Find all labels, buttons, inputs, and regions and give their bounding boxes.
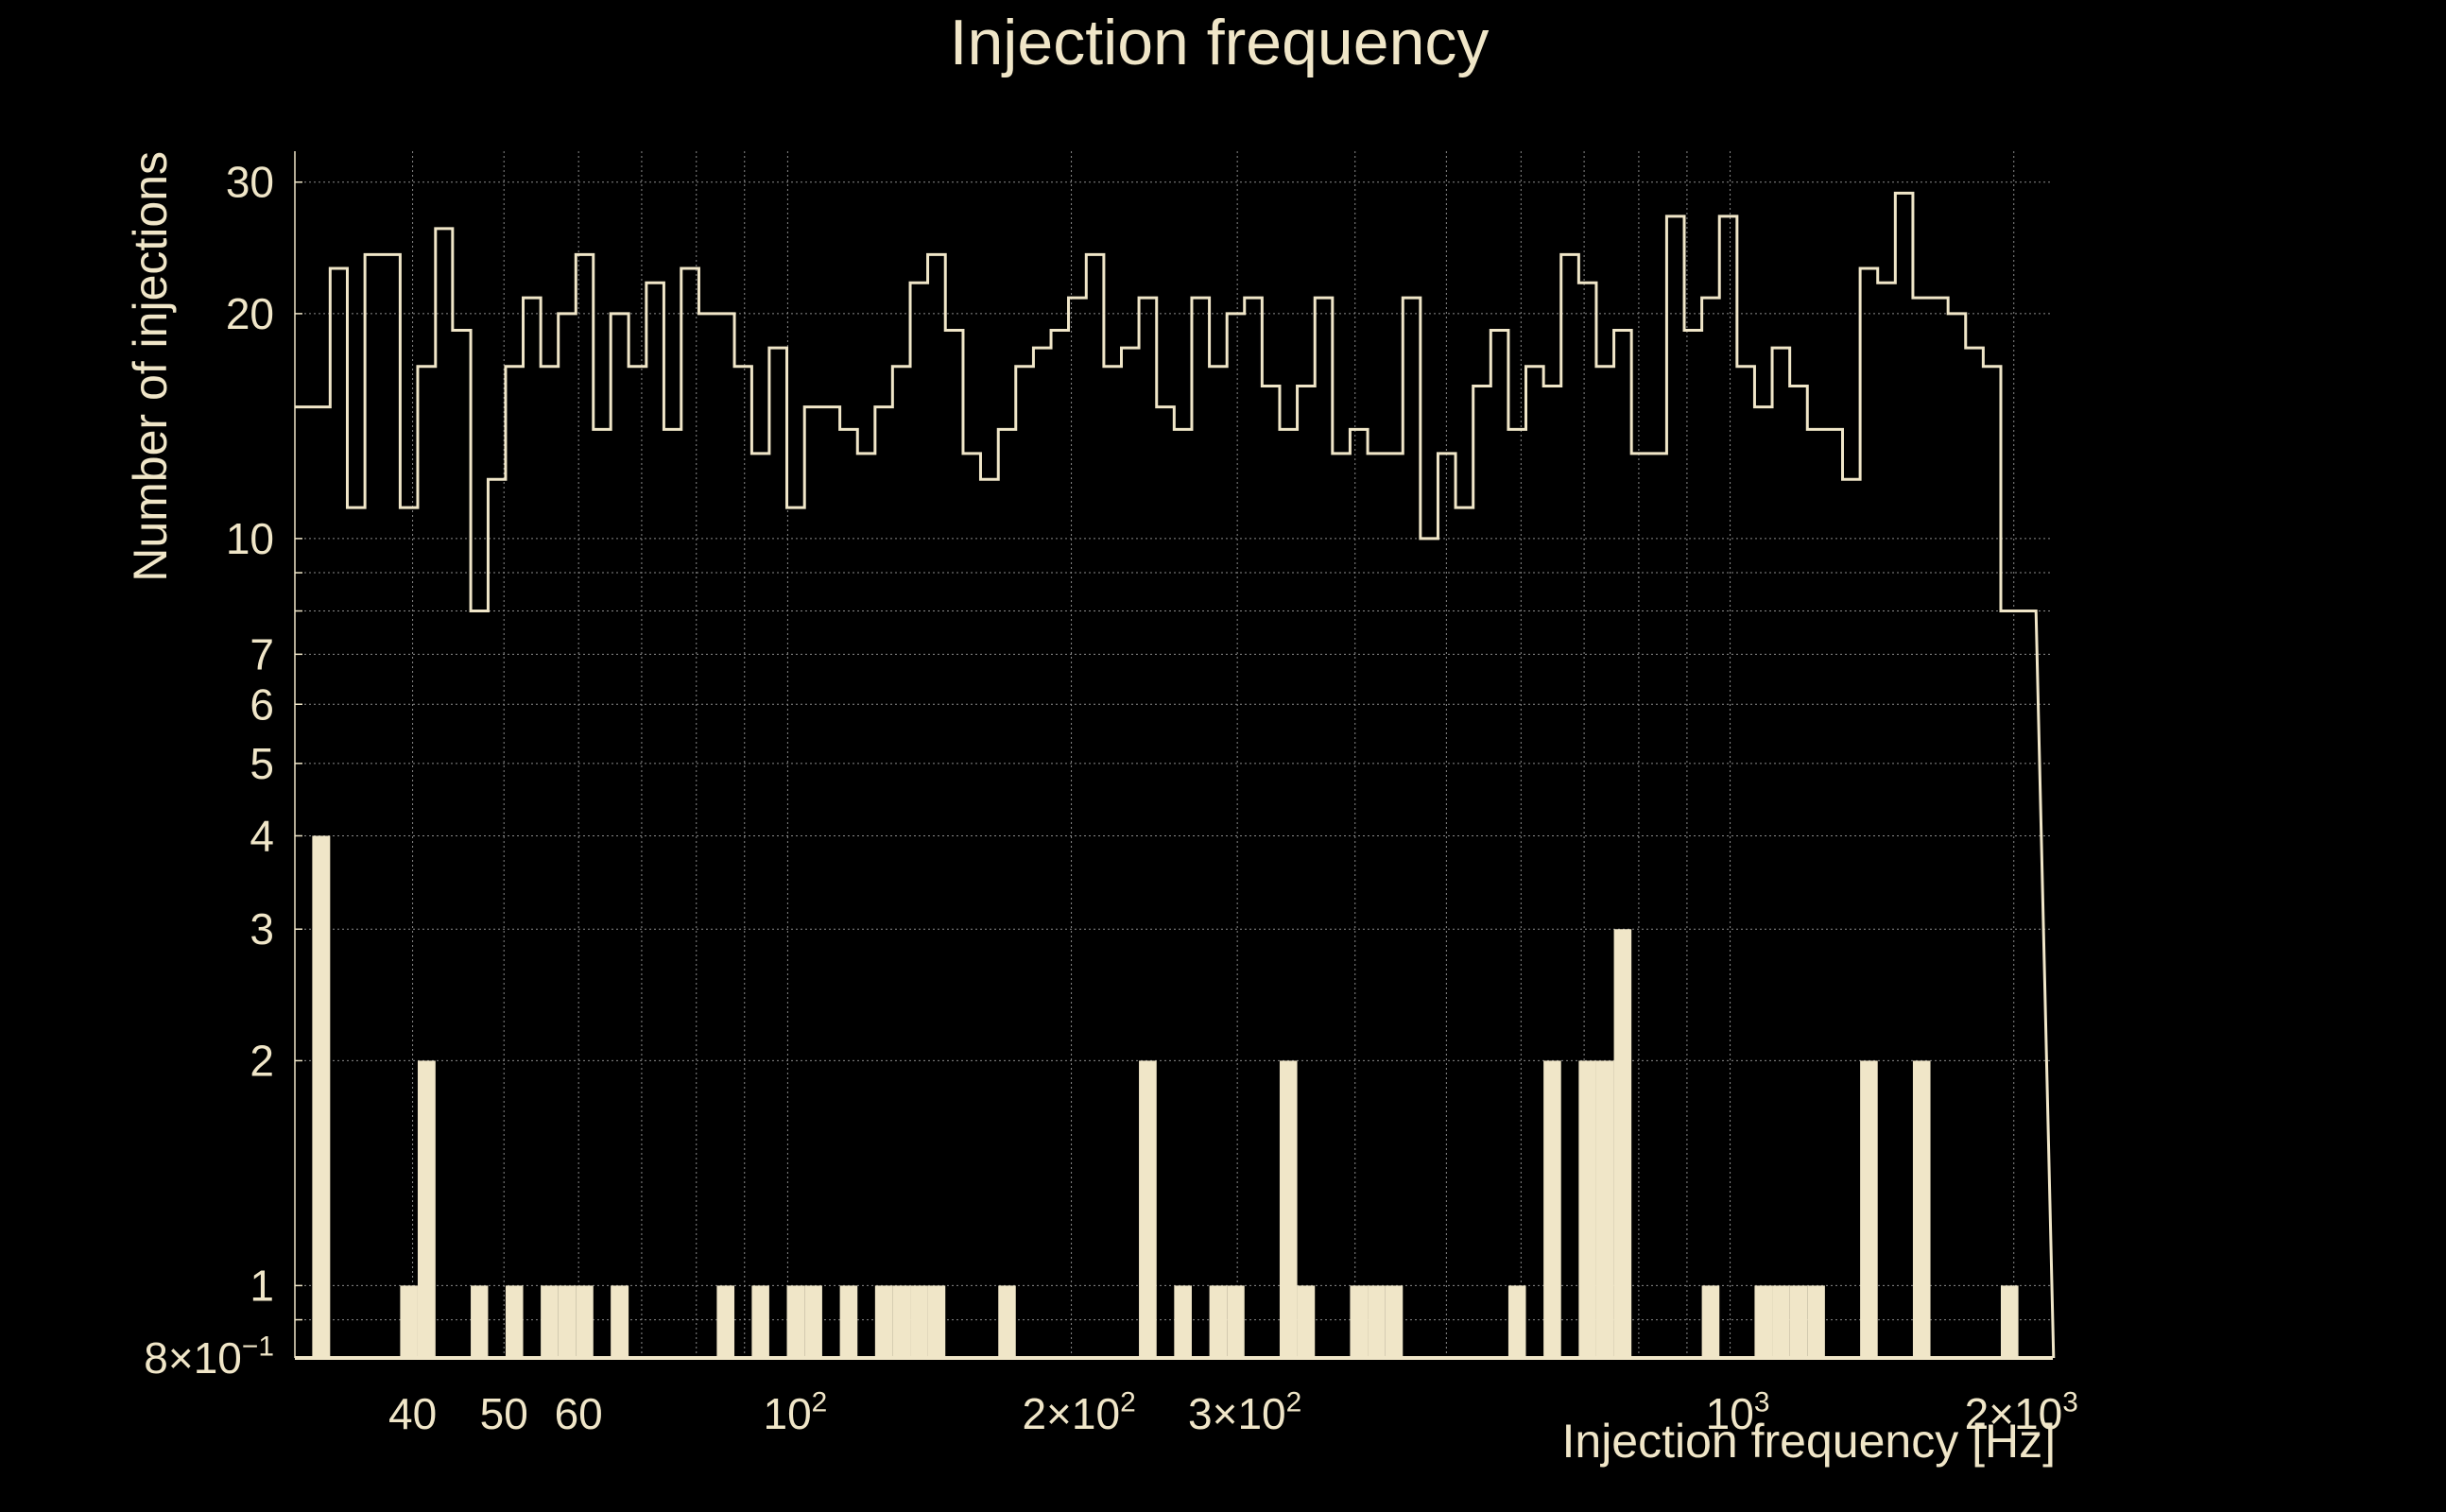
histogram-bar bbox=[312, 835, 331, 1358]
x-tick-label: 40 bbox=[388, 1389, 437, 1438]
histogram-bar bbox=[1789, 1285, 1808, 1358]
x-tick-label: 3×102 bbox=[1188, 1387, 1301, 1438]
histogram-bar bbox=[541, 1285, 559, 1358]
x-tick-label-exponent: 2 bbox=[1120, 1387, 1136, 1418]
x-tick-label: 2×103 bbox=[1965, 1387, 2078, 1438]
axes-frame bbox=[294, 151, 2053, 1360]
histogram-bar bbox=[998, 1285, 1016, 1358]
y-tick-label: 1 bbox=[250, 1261, 274, 1310]
histogram-bar bbox=[558, 1285, 577, 1358]
histogram-bar bbox=[1595, 1060, 1614, 1358]
histogram-bar bbox=[716, 1285, 735, 1358]
histogram-bar bbox=[1209, 1285, 1228, 1358]
histogram-bar bbox=[751, 1285, 769, 1358]
histogram-bar bbox=[576, 1285, 594, 1358]
histogram-bar bbox=[839, 1285, 858, 1358]
histogram-bar bbox=[892, 1285, 911, 1358]
histogram-bar bbox=[417, 1060, 436, 1358]
histogram-bar bbox=[1578, 1060, 1596, 1358]
histogram-bar bbox=[400, 1285, 418, 1358]
filled-bars-series bbox=[312, 835, 2019, 1358]
histogram-bar bbox=[1368, 1285, 1386, 1358]
x-tick-label: 50 bbox=[480, 1389, 528, 1438]
histogram-bar bbox=[2000, 1285, 2019, 1358]
histogram-bar bbox=[1174, 1285, 1192, 1358]
x-tick-label: 2×102 bbox=[1022, 1387, 1135, 1438]
y-tick-label: 4 bbox=[250, 811, 274, 860]
histogram-bar bbox=[1279, 1060, 1298, 1358]
x-tick-label-exponent: 2 bbox=[1286, 1387, 1302, 1418]
histogram-bar bbox=[1139, 1060, 1157, 1358]
x-tick-label-exponent: 3 bbox=[2062, 1387, 2078, 1418]
chart-title: Injection frequency bbox=[950, 7, 1490, 78]
histogram-bar bbox=[1912, 1060, 1931, 1358]
x-tick-label: 102 bbox=[763, 1387, 827, 1438]
histogram-bar bbox=[1613, 929, 1632, 1358]
histogram-bar bbox=[1297, 1285, 1316, 1358]
histogram-bar bbox=[786, 1285, 805, 1358]
histogram-bar bbox=[471, 1285, 489, 1358]
histogram-bar bbox=[1350, 1285, 1369, 1358]
x-tick-label: 60 bbox=[555, 1389, 603, 1438]
histogram-bar bbox=[1227, 1285, 1245, 1358]
histogram-bar bbox=[1772, 1285, 1790, 1358]
histogram-bar bbox=[1754, 1285, 1773, 1358]
step-series bbox=[295, 191, 2056, 1359]
histogram-bar bbox=[1507, 1285, 1526, 1358]
x-axis-label: Injection frequency [Hz] bbox=[1562, 1415, 2057, 1468]
histogram-bar bbox=[804, 1285, 822, 1358]
histogram-bar bbox=[611, 1285, 629, 1358]
histogram-bar bbox=[1385, 1285, 1404, 1358]
y-axis-label: Number of injections bbox=[124, 151, 177, 582]
x-tick-label-exponent: 3 bbox=[1754, 1387, 1770, 1418]
y-tick-label: 30 bbox=[226, 158, 274, 207]
y-tick-label: 2 bbox=[250, 1036, 274, 1085]
histogram-bar bbox=[1860, 1060, 1878, 1358]
x-tick-labels: 40 50 60 102 2×102 3×102 103 2×103 bbox=[388, 1387, 2078, 1438]
y-tick-label: 20 bbox=[226, 289, 274, 338]
y-tick-label: 6 bbox=[250, 679, 274, 729]
y-tick-label: 5 bbox=[250, 739, 274, 788]
histogram-bar bbox=[910, 1285, 928, 1358]
x-tick-label-exponent: 2 bbox=[812, 1387, 828, 1418]
histogram-bar bbox=[505, 1285, 524, 1358]
histogram-bar bbox=[1807, 1285, 1825, 1358]
histogram-bar bbox=[874, 1285, 893, 1358]
histogram-bar bbox=[1701, 1285, 1720, 1358]
histogram-bar bbox=[927, 1285, 946, 1358]
y-tick-label-exponent: −1 bbox=[242, 1332, 274, 1363]
histogram-bar bbox=[1543, 1060, 1561, 1358]
step-line bbox=[295, 191, 2056, 1359]
y-tick-label: 10 bbox=[226, 514, 274, 563]
y-tick-label: 7 bbox=[250, 629, 274, 679]
y-tick-label: 3 bbox=[250, 904, 274, 954]
